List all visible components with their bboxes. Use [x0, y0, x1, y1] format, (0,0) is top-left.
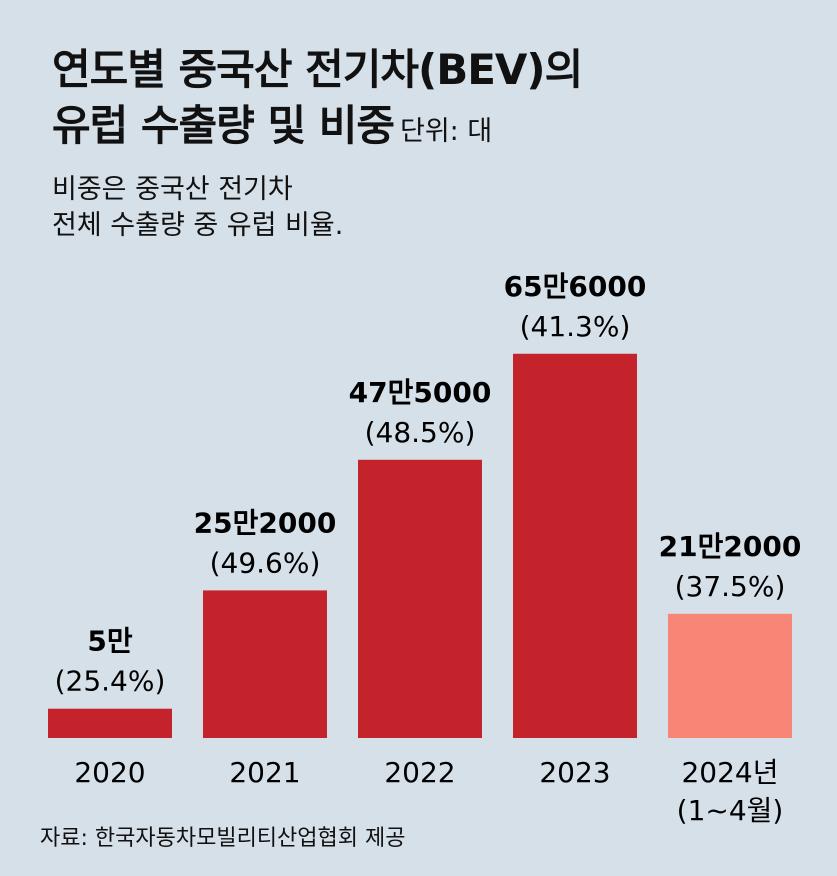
share-label-0: (25.4%) — [55, 665, 166, 698]
bar-3 — [513, 353, 637, 738]
bar-1 — [203, 590, 327, 738]
value-label-4: 21만2000 — [659, 530, 802, 563]
value-label-0: 5만 — [87, 625, 132, 658]
subtitle-line-1: 비중은 중국산 전기차 — [52, 174, 293, 205]
chart-title: 연도별 중국산 전기차(BEV)의 유럽 수출량 및 비중 단위: 대 — [52, 42, 583, 160]
unit-label: 단위: 대 — [400, 116, 493, 147]
value-label-1: 25만2000 — [194, 506, 337, 539]
x-tick-label-4: 2024년 — [681, 756, 778, 789]
share-label-3: (41.3%) — [520, 310, 631, 343]
value-label-2: 47만5000 — [349, 376, 492, 409]
chart-subtitle: 비중은 중국산 전기차 전체 수출량 중 유럽 비율. — [52, 172, 343, 244]
bar-4 — [668, 613, 792, 738]
title-line-1: 연도별 중국산 전기차(BEV)의 — [52, 45, 583, 94]
share-label-1: (49.6%) — [210, 546, 321, 579]
bar-2 — [358, 459, 482, 738]
value-label-3: 65만6000 — [504, 270, 647, 303]
x-tick-note-4: (1~4월) — [677, 794, 784, 827]
title-line-2: 유럽 수출량 및 비중 — [52, 101, 395, 150]
x-tick-label-3: 2023 — [539, 756, 610, 789]
share-label-4: (37.5%) — [675, 570, 786, 603]
bar-0 — [48, 708, 172, 738]
source-note: 자료: 한국자동차모빌리티산업협회 제공 — [40, 826, 406, 851]
x-tick-label-0: 2020 — [74, 756, 145, 789]
x-tick-label-1: 2021 — [229, 756, 300, 789]
subtitle-line-2: 전체 수출량 중 유럽 비율. — [52, 210, 344, 241]
x-tick-label-2: 2022 — [384, 756, 455, 789]
share-label-2: (48.5%) — [365, 416, 476, 449]
